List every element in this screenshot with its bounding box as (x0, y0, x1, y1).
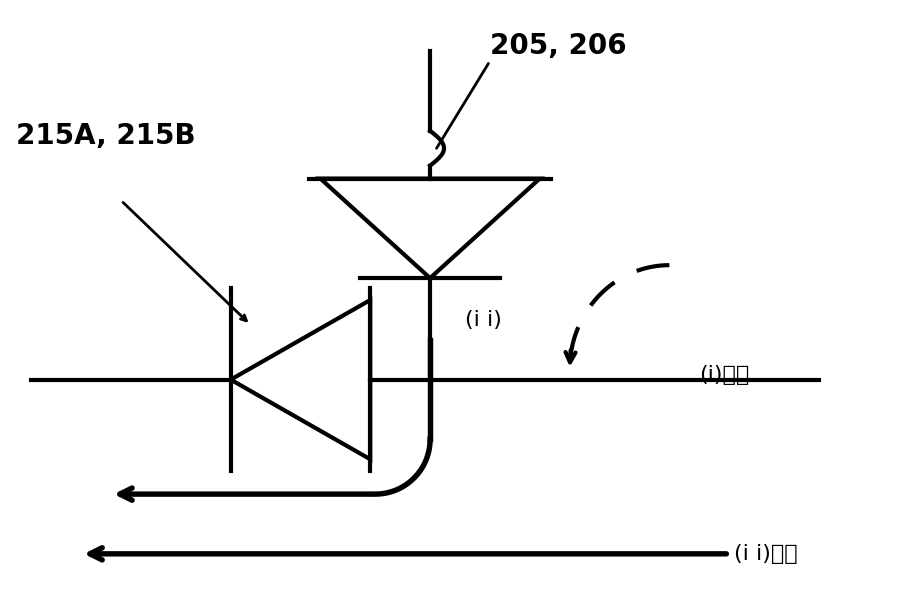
Text: 205, 206: 205, 206 (490, 32, 626, 60)
Text: (i)抒吸: (i)抒吸 (699, 365, 750, 385)
Text: (i i): (i i) (465, 310, 502, 330)
Text: (i i)挤压: (i i)挤压 (734, 544, 798, 564)
Text: 215A, 215B: 215A, 215B (16, 122, 196, 150)
